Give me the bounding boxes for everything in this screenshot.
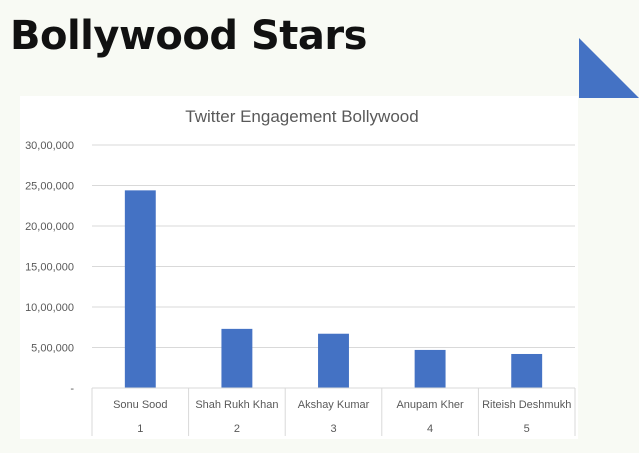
y-tick-label: 20,00,000 [25,221,74,233]
y-tick-label: 5,00,000 [31,343,74,355]
bar [124,190,156,388]
chart-card: Twitter Engagement Bollywood - 5,00,000 10… [20,96,578,439]
y-tick-label: 15,00,000 [25,262,74,274]
category-label: Riteish Deshmukh [482,399,571,411]
y-tick-label: 10,00,000 [25,302,74,314]
bar [318,333,349,388]
bar [511,353,543,388]
category-label: Shah Rukh Khan [195,399,278,411]
y-tick-label: 25,00,000 [25,181,74,193]
category-index-label: 2 [234,423,240,435]
category-index-label: 4 [427,423,433,435]
category-label: Akshay Kumar [298,399,370,411]
category-index-label: 1 [137,423,143,435]
bar [221,328,253,388]
bar-chart: Twitter Engagement Bollywood - 5,00,000 10… [25,107,576,436]
bars [124,190,543,388]
y-tick-label: 30,00,000 [25,140,74,152]
slide-title: Bollywood Stars [10,13,367,59]
category-index-label: 5 [524,423,530,435]
category-label: Anupam Kher [396,399,464,411]
gridlines [92,144,575,348]
category-label: Sonu Sood [113,399,167,411]
chart-title: Twitter Engagement Bollywood [185,107,418,126]
y-tick-label: - [70,383,74,395]
x-axis-table: Sonu Sood 1 Shah Rukh Khan 2 Akshay Kumar 3 An… [91,387,576,436]
category-index-label: 3 [330,423,336,435]
decorative-triangle [579,38,639,98]
bar [414,349,446,388]
y-axis: - 5,00,000 10,00,000 15,00,000 20,00,000 25,0… [25,140,74,395]
